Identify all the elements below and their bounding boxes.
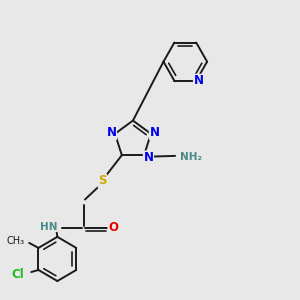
Text: O: O bbox=[108, 220, 118, 234]
Text: S: S bbox=[98, 174, 107, 188]
Text: N: N bbox=[106, 126, 116, 140]
Text: N: N bbox=[194, 74, 203, 87]
Text: N: N bbox=[149, 126, 159, 140]
Text: Cl: Cl bbox=[12, 268, 25, 281]
Text: N: N bbox=[143, 151, 153, 164]
Text: CH₃: CH₃ bbox=[6, 236, 25, 245]
Text: HN: HN bbox=[40, 222, 57, 232]
Text: NH₂: NH₂ bbox=[180, 152, 202, 162]
